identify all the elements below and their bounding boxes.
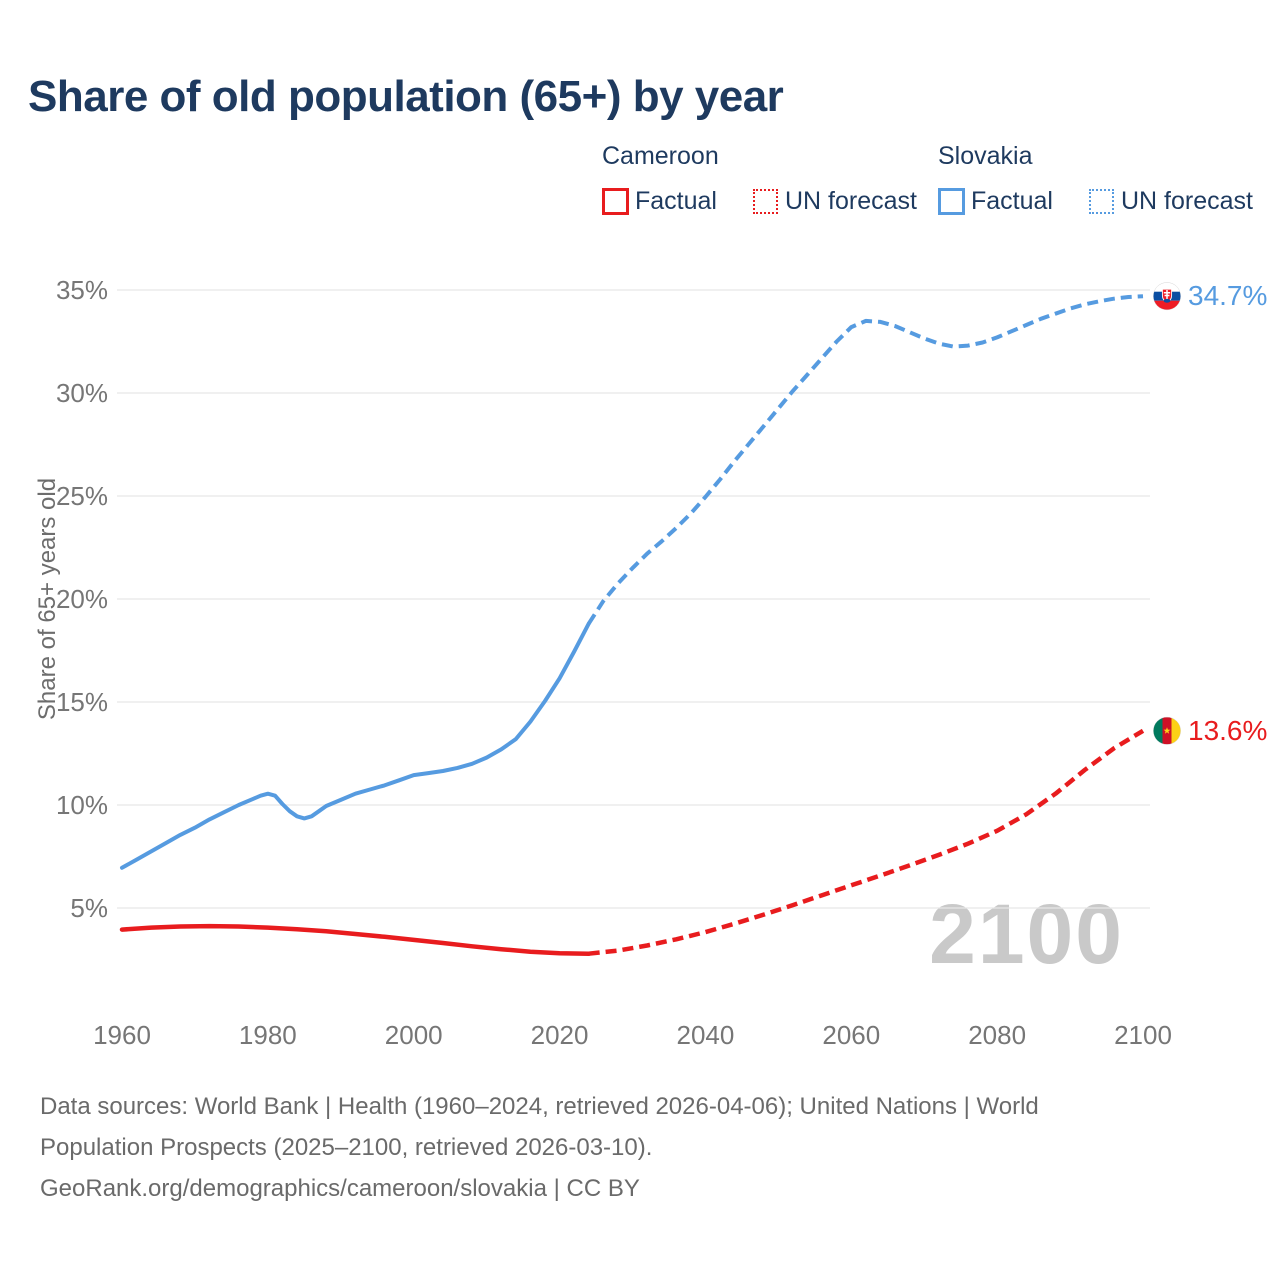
forecast-swatch-icon [752, 189, 778, 214]
legend-item-slovakia-factual[interactable]: Factual [938, 187, 1053, 216]
y-tick-label: 30% [55, 378, 108, 408]
factual-swatch-icon [938, 188, 965, 215]
legend-item-cameroon-factual[interactable]: Factual [602, 187, 717, 216]
legend-country-label: Cameroon [602, 142, 719, 170]
series-line-cameroon-factual [119, 923, 591, 956]
legend-item-label: UN forecast [784, 187, 917, 215]
x-tick-label: 2100 [1114, 1020, 1172, 1050]
forecast-swatch-icon [1088, 189, 1114, 214]
x-tick-label: 1960 [93, 1020, 151, 1050]
x-tick-label: 2000 [384, 1020, 443, 1050]
slovakia-flag-icon [1153, 282, 1181, 311]
legend-group-slovakia: Slovakia Factual UN forecast [938, 142, 1253, 216]
x-tick-label: 2020 [530, 1020, 589, 1050]
x-tick-label: 2080 [968, 1020, 1027, 1050]
x-tick-label: 2060 [822, 1020, 881, 1050]
footer-line: Population Prospects (2025–2100, retriev… [40, 1134, 653, 1161]
end-label-cameroon: 13.6% [1188, 714, 1268, 746]
y-tick-label: 25% [55, 481, 108, 511]
legend-group-cameroon: Cameroon Factual UN forecast [602, 142, 917, 216]
series-line-slovakia-factual [120, 621, 591, 870]
footer-line: GeoRank.org/demographics/cameroon/slovak… [40, 1175, 640, 1202]
x-tick-label: 2040 [676, 1020, 735, 1050]
legend-item-label: Factual [635, 187, 717, 215]
y-tick-label: 20% [55, 584, 108, 614]
y-tick-label: 35% [55, 275, 108, 305]
gridlines [117, 289, 1150, 909]
legend-item-label: Factual [971, 187, 1053, 215]
cameroon-flag-icon [1153, 716, 1181, 745]
factual-swatch-icon [602, 188, 629, 215]
series-line-cameroon-un-forecast [588, 728, 1145, 956]
legend-item-slovakia-forecast[interactable]: UN forecast [1088, 187, 1253, 216]
y-tick-label: 15% [55, 687, 108, 717]
footer-line: Data sources: World Bank | Health (1960–… [40, 1093, 1039, 1120]
y-tick-label: 10% [55, 790, 108, 820]
y-tick-label: 5% [70, 893, 108, 923]
end-label-slovakia: 34.7% [1188, 280, 1268, 312]
watermark-year: 2100 [929, 887, 1124, 981]
legend-item-cameroon-forecast[interactable]: UN forecast [752, 187, 917, 216]
series-line-slovakia-un-forecast [587, 294, 1144, 625]
footer-credits: Data sources: World Bank | Health (1960–… [40, 1086, 1039, 1209]
page-title: Share of old population (65+) by year [28, 72, 784, 121]
legend-country-label: Slovakia [938, 142, 1033, 170]
legend-item-label: UN forecast [1120, 187, 1253, 215]
x-tick-label: 1980 [238, 1020, 297, 1050]
